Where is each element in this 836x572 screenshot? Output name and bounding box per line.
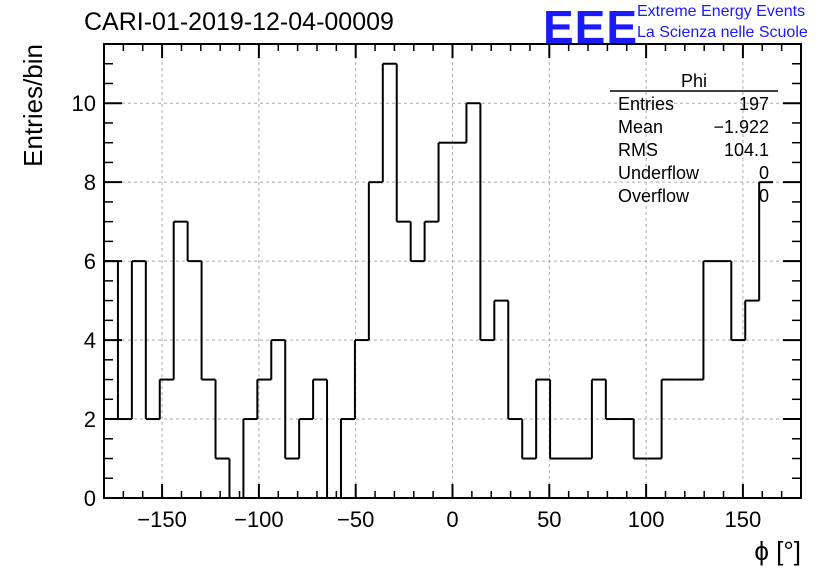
y-tick-label: 10 <box>72 91 96 116</box>
stats-label: Mean <box>618 117 663 137</box>
stats-label: Overflow <box>618 186 690 206</box>
x-tick-label: −150 <box>137 507 187 532</box>
tick-labels: −150 −100 −50 0 50 100 150 0 2 4 6 8 10 <box>72 91 762 532</box>
x-tick-label: 150 <box>725 507 762 532</box>
x-tick-label: 0 <box>446 507 458 532</box>
x-tick-label: −50 <box>337 507 374 532</box>
stats-label: Entries <box>618 94 674 114</box>
grid-lines <box>104 44 801 498</box>
chart-title: CARI-01-2019-12-04-00009 <box>84 8 394 36</box>
stats-name: Phi <box>681 71 707 91</box>
y-tick-label: 6 <box>84 249 96 274</box>
x-tick-label: 100 <box>628 507 665 532</box>
y-tick-label: 4 <box>84 328 96 353</box>
logo-subtitle-1: Extreme Energy Events <box>637 3 806 20</box>
stats-value: −1.922 <box>713 117 769 137</box>
y-tick-label: 8 <box>84 170 96 195</box>
x-tick-label: 50 <box>537 507 561 532</box>
logo-subtitle-2: La Scienza nelle Scuole <box>637 24 808 41</box>
stats-value: 197 <box>739 94 769 114</box>
stats-label: RMS <box>618 140 658 160</box>
stats-value: 0 <box>759 186 769 206</box>
x-axis-title: ϕ [°] <box>754 536 801 566</box>
stats-label: Underflow <box>618 163 700 183</box>
stats-box: Phi Entries 197 Mean −1.922 RMS 104.1 Underflow… <box>610 71 778 206</box>
axis-ticks <box>104 43 801 499</box>
y-tick-label: 0 <box>84 486 96 511</box>
x-tick-label: −100 <box>234 507 284 532</box>
y-tick-label: 2 <box>84 407 96 432</box>
y-axis-title: Entries/bin <box>18 44 48 167</box>
stats-value: 0 <box>759 163 769 183</box>
stats-value: 104.1 <box>724 140 769 160</box>
